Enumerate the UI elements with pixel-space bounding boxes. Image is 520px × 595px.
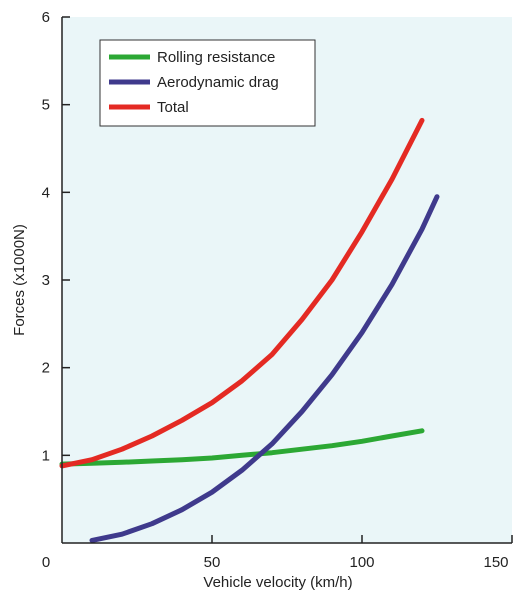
series-line-2 — [89, 194, 440, 543]
legend-label: Total — [157, 99, 189, 116]
axes — [61, 16, 513, 544]
legend-label: Rolling resistance — [157, 49, 275, 66]
y-tick-label: 1 — [42, 447, 50, 464]
legend: Rolling resistance Aerodynamic drag Total — [99, 39, 316, 127]
x-tick-label: 150 — [483, 554, 508, 571]
x-axis-label: Vehicle velocity (km/h) — [203, 574, 352, 591]
y-tick-label: 5 — [42, 97, 50, 114]
series-line-1 — [59, 428, 425, 467]
y-tick-label: 6 — [42, 9, 50, 26]
tick-labels: 1 2 3 4 5 6 0 50 100 150 — [42, 9, 509, 571]
series-lines — [59, 117, 440, 543]
x-tick-label: 100 — [349, 554, 374, 571]
x-tick-label: 50 — [204, 554, 221, 571]
y-axis-label: Forces (x1000N) — [11, 224, 28, 336]
x-tick-label: 0 — [42, 554, 50, 571]
y-tick-label: 2 — [42, 360, 50, 377]
legend-label: Aerodynamic drag — [157, 74, 279, 91]
series-line-3 — [59, 117, 425, 469]
y-tick-label: 3 — [42, 272, 50, 289]
y-tick-label: 4 — [42, 184, 50, 201]
